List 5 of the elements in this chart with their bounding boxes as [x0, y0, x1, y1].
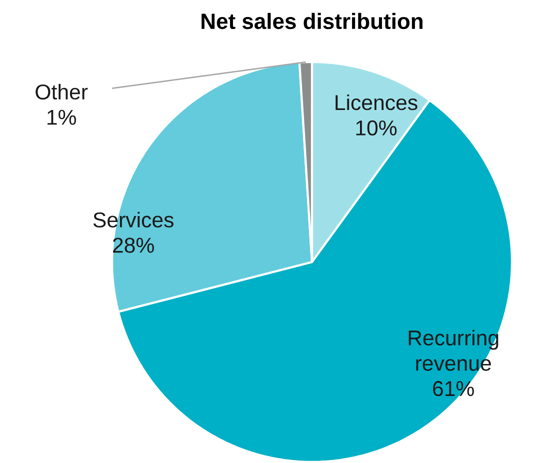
slice-label: Other: [36, 84, 88, 100]
chart-title: Net sales distribution: [202, 12, 422, 30]
data-label: 10%: [356, 120, 397, 136]
data-label: 1%: [48, 110, 76, 125]
slice-label: Licences: [336, 94, 418, 110]
